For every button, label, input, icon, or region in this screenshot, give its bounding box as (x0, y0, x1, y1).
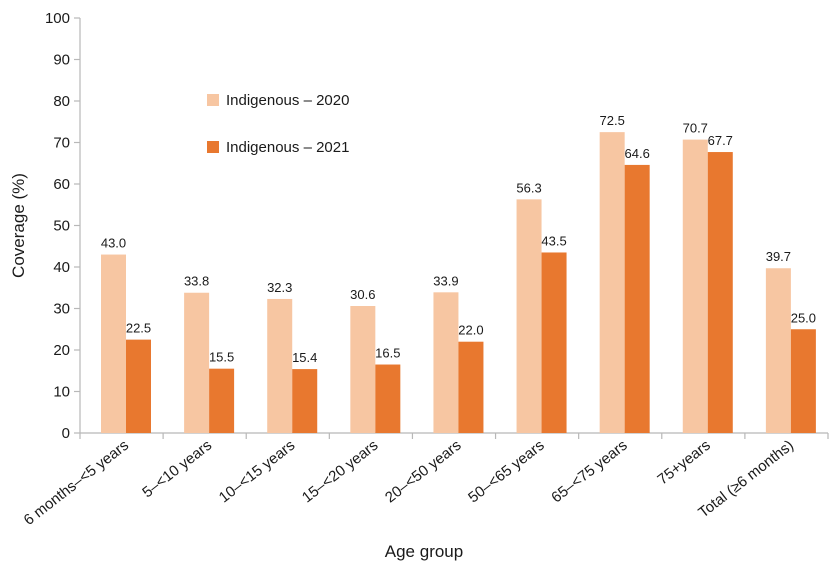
bar-2021 (624, 164, 650, 433)
y-tick-label: 0 (62, 425, 70, 442)
x-tick-label: 75+years (654, 437, 713, 489)
y-tick-label: 90 (53, 52, 70, 69)
data-label: 64.6 (625, 146, 650, 161)
bar-2020 (267, 298, 293, 433)
y-tick-label: 50 (53, 218, 70, 235)
bar-2020 (433, 292, 459, 433)
y-tick-label: 30 (53, 301, 70, 318)
y-tick-label: 80 (53, 93, 70, 110)
data-label: 16.5 (375, 346, 400, 361)
data-label: 72.5 (600, 113, 625, 128)
x-tick-label: 6 months–<5 years (21, 437, 132, 529)
y-tick-label: 100 (45, 10, 70, 27)
data-labels: 43.0 22.5 33.8 15.5 32.3 15.4 30.6 16.5 33.9 22.0… (101, 113, 816, 365)
x-axis-title: Age group (385, 542, 463, 561)
x-tick-label: 5–<10 years (139, 437, 215, 501)
data-label: 56.3 (516, 180, 541, 195)
x-tick-label: 20–<50 years (382, 437, 464, 507)
y-axis-title: Coverage (%) (9, 173, 28, 278)
bar-2020 (516, 199, 542, 433)
data-label: 30.6 (350, 287, 375, 302)
x-tick-label: 15–<20 years (299, 437, 381, 507)
data-label: 32.3 (267, 280, 292, 295)
x-tick-label: 10–<15 years (216, 437, 298, 507)
bars (101, 132, 816, 434)
bar-2020 (101, 254, 126, 433)
data-label: 43.5 (541, 233, 566, 248)
bar-2021 (292, 369, 318, 433)
y-tick-label: 70 (53, 135, 70, 152)
bar-2021 (126, 339, 151, 433)
data-label: 39.7 (766, 249, 791, 264)
legend: Indigenous – 2020 Indigenous – 2021 (207, 92, 349, 156)
data-label: 70.7 (683, 121, 708, 136)
bar-2021 (458, 341, 484, 433)
bar-2020 (599, 132, 625, 433)
legend-label: Indigenous – 2020 (226, 92, 349, 109)
bar-2021 (790, 329, 816, 433)
x-tick-label: 65–<75 years (548, 437, 630, 507)
bar-2020 (184, 292, 210, 433)
y-tick-label: 10 (53, 384, 70, 401)
y-tick-label: 40 (53, 259, 70, 276)
data-label: 22.0 (458, 323, 483, 338)
bar-2020 (350, 306, 376, 433)
bar-2021 (209, 368, 235, 433)
bar-2021 (707, 152, 733, 434)
data-label: 33.8 (184, 274, 209, 289)
bar-2020 (765, 268, 791, 433)
x-tick-label: 50–<65 years (465, 437, 547, 507)
legend-swatch (207, 94, 219, 106)
bar-2021 (541, 252, 567, 433)
data-label: 15.4 (292, 350, 317, 365)
bar-2021 (375, 364, 401, 433)
data-label: 22.5 (126, 321, 151, 336)
legend-swatch (207, 141, 219, 153)
data-label: 33.9 (433, 273, 458, 288)
legend-label: Indigenous – 2021 (226, 139, 349, 156)
bar-2020 (682, 139, 708, 433)
y-tick-label: 60 (53, 176, 70, 193)
data-label: 15.5 (209, 350, 234, 365)
data-label: 43.0 (101, 236, 126, 251)
data-label: 67.7 (708, 133, 733, 148)
y-tick-label: 20 (53, 342, 70, 359)
data-label: 25.0 (791, 310, 816, 325)
